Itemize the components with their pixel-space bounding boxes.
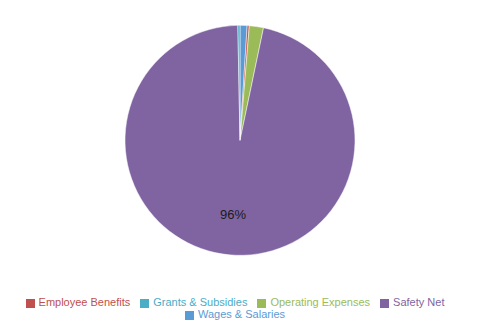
- html-text:Grants & Subsidies: Grants & Subsidies: [153, 296, 248, 308]
- svg-text:96%: 96%: [220, 207, 246, 222]
- html-text:Safety Net: Safety Net: [393, 296, 445, 308]
- html-text:Operating Expenses: Operating Expenses: [270, 296, 371, 308]
- html-text:Employee Benefits: Employee Benefits: [38, 296, 131, 308]
- html-text:Wages & Salaries: Wages & Salaries: [198, 308, 285, 320]
